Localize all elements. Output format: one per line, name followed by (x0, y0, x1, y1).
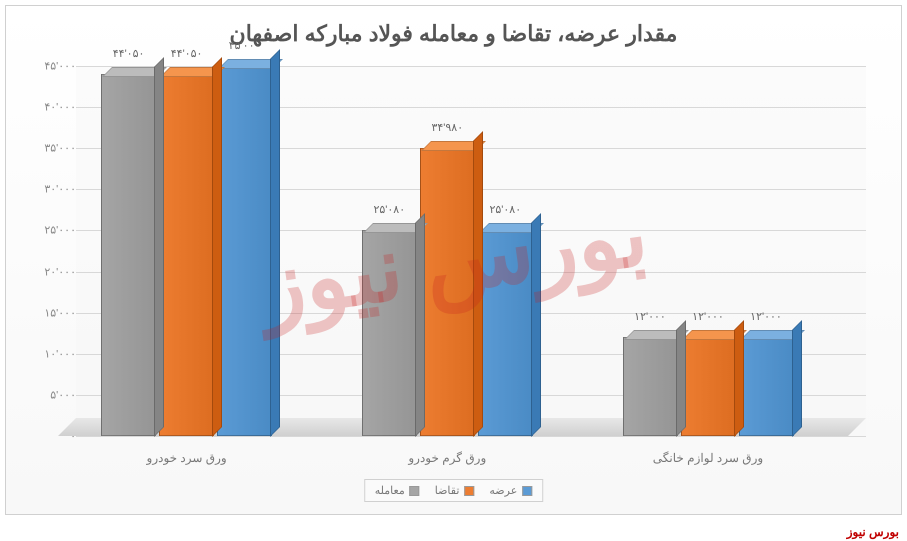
legend-swatch (522, 486, 532, 496)
bar-value-label: ۱۲'۰۰۰ (692, 310, 724, 323)
bar: ۴۴'۰۵۰ (159, 74, 214, 436)
plot-area: ۴۵'۰۰۰۴۴'۰۵۰۴۴'۰۵۰۲۵'۰۸۰۳۴'۹۸۰۲۵'۰۸۰۱۲'۰… (76, 66, 866, 436)
y-tick: ۳۰'۰۰۰ (31, 183, 76, 196)
bar-group: ۱۲'۰۰۰۱۲'۰۰۰۱۲'۰۰۰ (623, 337, 794, 436)
bar-value-label: ۲۵'۰۸۰ (489, 203, 521, 216)
y-tick: ۴۵'۰۰۰ (31, 60, 76, 73)
source-credit: بورس نیوز (847, 525, 899, 539)
y-tick: ۴۰'۰۰۰ (31, 101, 76, 114)
bar: ۲۵'۰۸۰ (362, 230, 417, 436)
legend-swatch (464, 486, 474, 496)
y-tick: ۲۰'۰۰۰ (31, 265, 76, 278)
legend-label: عرضه (489, 484, 517, 497)
bar: ۳۴'۹۸۰ (420, 148, 475, 436)
bar: ۱۲'۰۰۰ (739, 337, 794, 436)
legend-label: تقاضا (435, 484, 460, 497)
legend: عرضه تقاضا معامله (364, 479, 544, 502)
bar-value-label: ۱۲'۰۰۰ (634, 310, 666, 323)
legend-swatch (410, 486, 420, 496)
bar-value-label: ۱۲'۰۰۰ (750, 310, 782, 323)
bar-value-label: ۴۴'۰۵۰ (171, 47, 203, 60)
bar-value-label: ۳۴'۹۸۰ (431, 121, 463, 134)
x-axis: ورق سرد خودرو ورق گرم خودرو ورق سرد لوازم … (76, 451, 866, 471)
x-tick: ورق سرد خودرو (147, 451, 227, 465)
y-tick: ۱۰'۰۰۰ (31, 347, 76, 360)
chart-container: مقدار عرضه، تقاضا و معامله فولاد مبارکه … (5, 5, 902, 515)
bar-value-label: ۴۴'۰۵۰ (113, 47, 145, 60)
legend-item-trade: معامله (375, 484, 420, 497)
legend-item-supply: عرضه (489, 484, 532, 497)
x-tick: ورق سرد لوازم خانگی (653, 451, 763, 465)
gridline (76, 436, 866, 437)
legend-label: معامله (375, 484, 405, 497)
legend-item-demand: تقاضا (435, 484, 475, 497)
y-tick: ۵'۰۰۰ (31, 388, 76, 401)
bar: ۱۲'۰۰۰ (623, 337, 678, 436)
x-tick: ورق گرم خودرو (408, 451, 486, 465)
y-tick: ۳۵'۰۰۰ (31, 142, 76, 155)
bar-group: ۴۵'۰۰۰۴۴'۰۵۰۴۴'۰۵۰ (101, 66, 272, 436)
bar-group: ۲۵'۰۸۰۳۴'۹۸۰۲۵'۰۸۰ (362, 148, 533, 436)
bar: ۴۴'۰۵۰ (101, 74, 156, 436)
bar: ۴۵'۰۰۰ (217, 66, 272, 436)
y-tick: ۲۵'۰۰۰ (31, 224, 76, 237)
y-axis: ۰۵'۰۰۰۱۰'۰۰۰۱۵'۰۰۰۲۰'۰۰۰۲۵'۰۰۰۳۰'۰۰۰۳۵'۰… (26, 66, 76, 436)
bar: ۲۵'۰۸۰ (478, 230, 533, 436)
bar-value-label: ۴۵'۰۰۰ (229, 39, 261, 52)
y-tick: ۱۵'۰۰۰ (31, 306, 76, 319)
bar-value-label: ۲۵'۰۸۰ (373, 203, 405, 216)
bar: ۱۲'۰۰۰ (681, 337, 736, 436)
